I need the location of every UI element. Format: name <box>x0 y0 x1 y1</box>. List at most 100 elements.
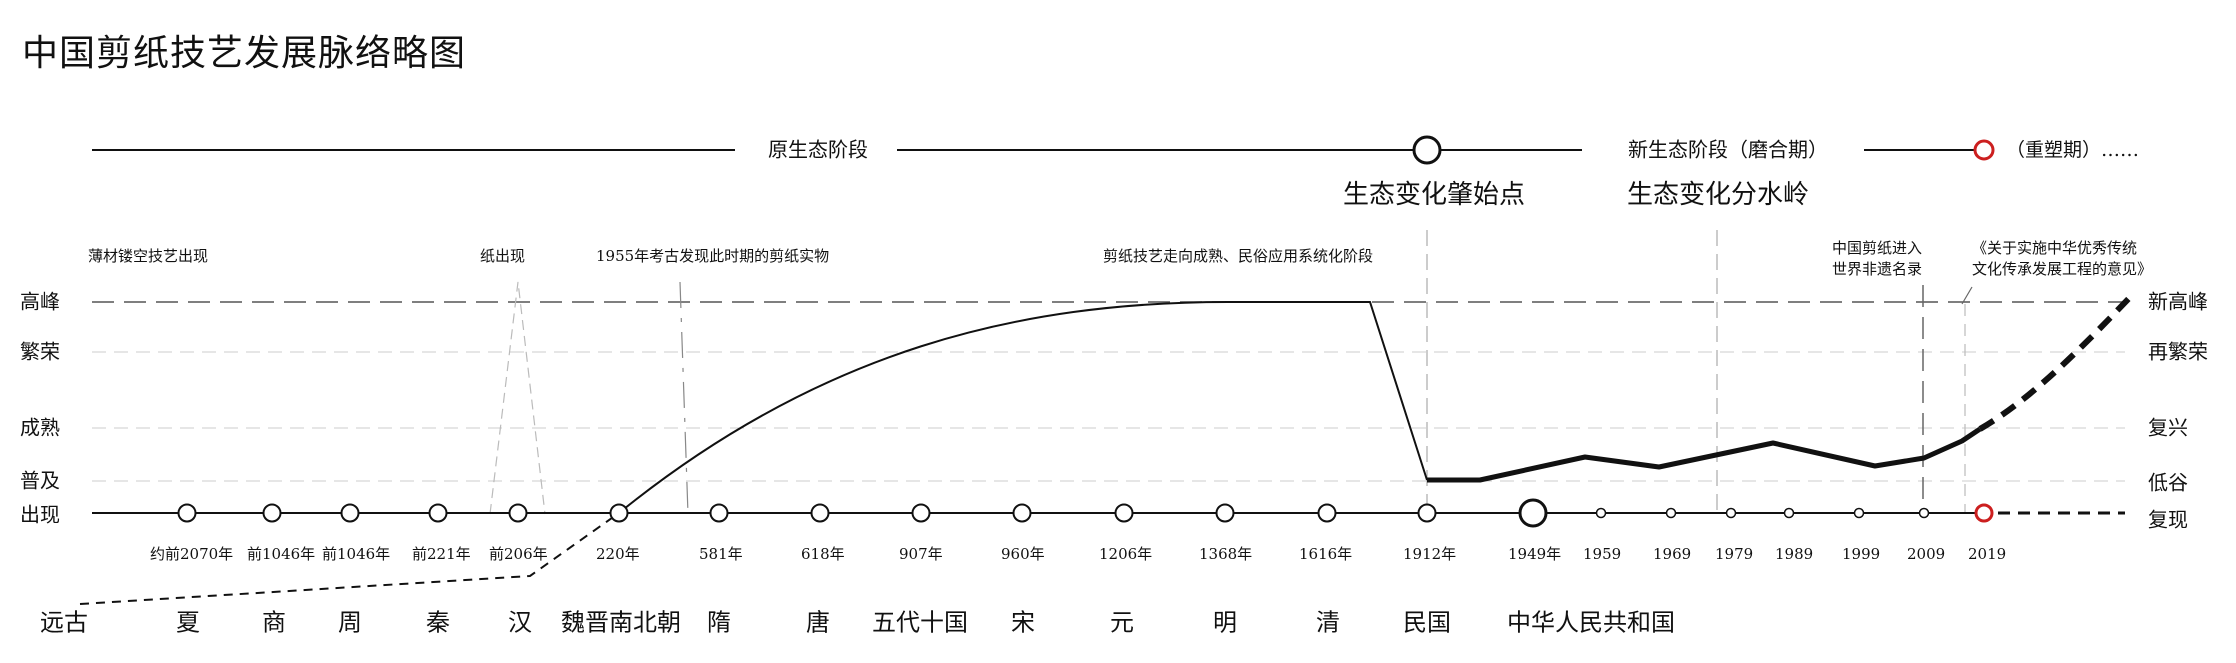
year-label-21: 2009 <box>1907 545 1945 563</box>
annotation-1955-find: 1955年考古发现此时期的剪纸实物 <box>596 247 829 265</box>
phase-node-start <box>1412 135 1442 165</box>
year-label-4: 前221年 <box>412 545 471 563</box>
dynasty-label-7: 魏晋南北朝 <box>561 609 681 637</box>
dynasty-label-4: 周 <box>338 609 362 637</box>
level-label-right-trough: 低谷 <box>2148 471 2188 495</box>
level-label-left-maturity: 成熟 <box>20 416 60 440</box>
phase-label-original: 原生态阶段 <box>768 138 868 162</box>
timeline-node-1 <box>177 503 197 523</box>
year-label-1: 约前2070年 <box>150 545 233 563</box>
timeline-node-16 <box>1595 507 1607 519</box>
curve-rise <box>618 301 1428 514</box>
paper-spike <box>489 281 546 515</box>
timeline-node-18 <box>1725 507 1737 519</box>
annotation-heritage-2: 世界非遗名录 <box>1832 260 1922 278</box>
year-label-7: 581年 <box>699 545 743 563</box>
year-label-16: 1959 <box>1583 545 1621 563</box>
timeline-node-3 <box>340 503 360 523</box>
year-label-15: 1949年 <box>1508 545 1561 563</box>
year-label-18: 1979 <box>1715 545 1753 563</box>
level-label-left-emerge: 出现 <box>20 503 60 527</box>
annotation-heritage-1: 中国剪纸进入 <box>1832 239 1922 257</box>
leader-policy <box>1961 286 1973 305</box>
annotation-maturation: 剪纸技艺走向成熟、民俗应用系统化阶段 <box>1103 247 1373 265</box>
level-labels-right: 新高峰 再繁荣 复兴 低谷 复现 <box>2148 290 2208 532</box>
dynasty-label-8: 隋 <box>707 609 731 637</box>
prehistory-dashed <box>79 512 620 605</box>
year-label-9: 907年 <box>899 545 943 563</box>
dynasty-label-16: 中华人民共和国 <box>1507 609 1675 637</box>
year-label-19: 1989 <box>1775 545 1813 563</box>
year-label-5: 前206年 <box>489 545 548 563</box>
timeline-node-21 <box>1918 507 1930 519</box>
annotations: 薄材镂空技艺出现 纸出现 1955年考古发现此时期的剪纸实物 剪纸技艺走向成熟、… <box>88 239 2152 515</box>
turning-point-watershed: 生态变化分水岭 <box>1627 180 1809 210</box>
timeline-node-10 <box>1012 503 1032 523</box>
year-label-14: 1912年 <box>1403 545 1456 563</box>
timeline-node-11 <box>1114 503 1134 523</box>
timeline-nodes <box>177 498 1994 528</box>
year-label-6: 220年 <box>596 545 640 563</box>
timeline-node-8 <box>810 503 830 523</box>
level-grid <box>92 301 2125 482</box>
dynasty-label-14: 清 <box>1316 609 1340 637</box>
curve-future <box>1978 291 2136 432</box>
timeline-node-17 <box>1665 507 1677 519</box>
turning-point-start: 生态变化肇始点 <box>1343 180 1525 210</box>
year-label-22: 2019 <box>1968 545 2006 563</box>
dynasty-label-11: 宋 <box>1011 609 1035 637</box>
year-label-12: 1368年 <box>1199 545 1252 563</box>
level-labels-left: 高峰 繁荣 成熟 普及 出现 <box>20 290 60 527</box>
level-label-right-new-peak: 新高峰 <box>2148 290 2208 314</box>
timeline-node-20 <box>1853 507 1865 519</box>
timeline-node-5 <box>508 503 528 523</box>
timeline-node-6 <box>609 503 629 523</box>
timeline-node-2 <box>262 503 282 523</box>
dynasty-label-2: 夏 <box>176 609 200 637</box>
dynasty-label-9: 唐 <box>806 609 830 637</box>
development-curve <box>79 291 2136 605</box>
curve-modern <box>1427 426 1982 483</box>
annotation-policy-1: 《关于实施中华优秀传统 <box>1972 239 2137 257</box>
timeline-node-15 <box>1518 498 1548 528</box>
annotation-policy-2: 文化传承发展工程的意见》 <box>1972 260 2152 278</box>
level-label-right-revival: 复兴 <box>2148 416 2188 440</box>
level-label-left-prosperity: 繁荣 <box>20 340 60 364</box>
level-label-right-reemerge: 复现 <box>2148 508 2188 532</box>
year-label-10: 960年 <box>1001 545 1045 563</box>
timeline-node-12 <box>1215 503 1235 523</box>
timeline-node-4 <box>428 503 448 523</box>
level-label-right-re-prosperity: 再繁荣 <box>2148 340 2208 364</box>
timeline-node-13 <box>1317 503 1337 523</box>
year-label-8: 618年 <box>801 545 845 563</box>
level-label-left-popular: 普及 <box>20 469 60 493</box>
timeline-node-9 <box>911 503 931 523</box>
phase-label-reshape: （重塑期）…… <box>2006 139 2139 161</box>
year-label-3: 前1046年 <box>322 545 390 563</box>
spike-1955-find <box>679 281 689 515</box>
annotation-hollow-craft: 薄材镂空技艺出现 <box>88 247 208 265</box>
dynasty-label-6: 汉 <box>508 609 532 637</box>
dynasty-labels: 远古 夏 商 周 秦 汉 魏晋南北朝隋 唐 五代十国 宋 元 明 清 民国 中华人民共和国 <box>40 609 1675 637</box>
dynasty-label-12: 元 <box>1110 609 1134 637</box>
page-title: 中国剪纸技艺发展脉络略图 <box>22 33 467 74</box>
level-label-left-peak: 高峰 <box>20 290 60 314</box>
year-label-13: 1616年 <box>1299 545 1352 563</box>
dynasty-label-10: 五代十国 <box>872 609 968 637</box>
timeline-node-22 <box>1974 503 1994 523</box>
phase-bar: 原生态阶段 新生态阶段（磨合期） （重塑期）…… <box>92 135 2139 165</box>
timeline-node-14 <box>1417 503 1437 523</box>
dynasty-label-3: 商 <box>262 609 286 637</box>
year-label-20: 1999 <box>1842 545 1880 563</box>
year-label-11: 1206年 <box>1099 545 1152 563</box>
dynasty-label-1: 远古 <box>40 609 88 637</box>
dynasty-label-13: 明 <box>1213 609 1237 637</box>
year-label-2: 前1046年 <box>247 545 315 563</box>
timeline-node-19 <box>1783 507 1795 519</box>
year-labels: 约前2070年 前1046年 前1046年 前221年 前206年 220年 581年 618… <box>150 545 2006 563</box>
timeline-node-7 <box>709 503 729 523</box>
dynasty-label-5: 秦 <box>426 609 450 637</box>
phase-node-reshape <box>1973 139 1995 161</box>
year-label-17: 1969 <box>1653 545 1691 563</box>
